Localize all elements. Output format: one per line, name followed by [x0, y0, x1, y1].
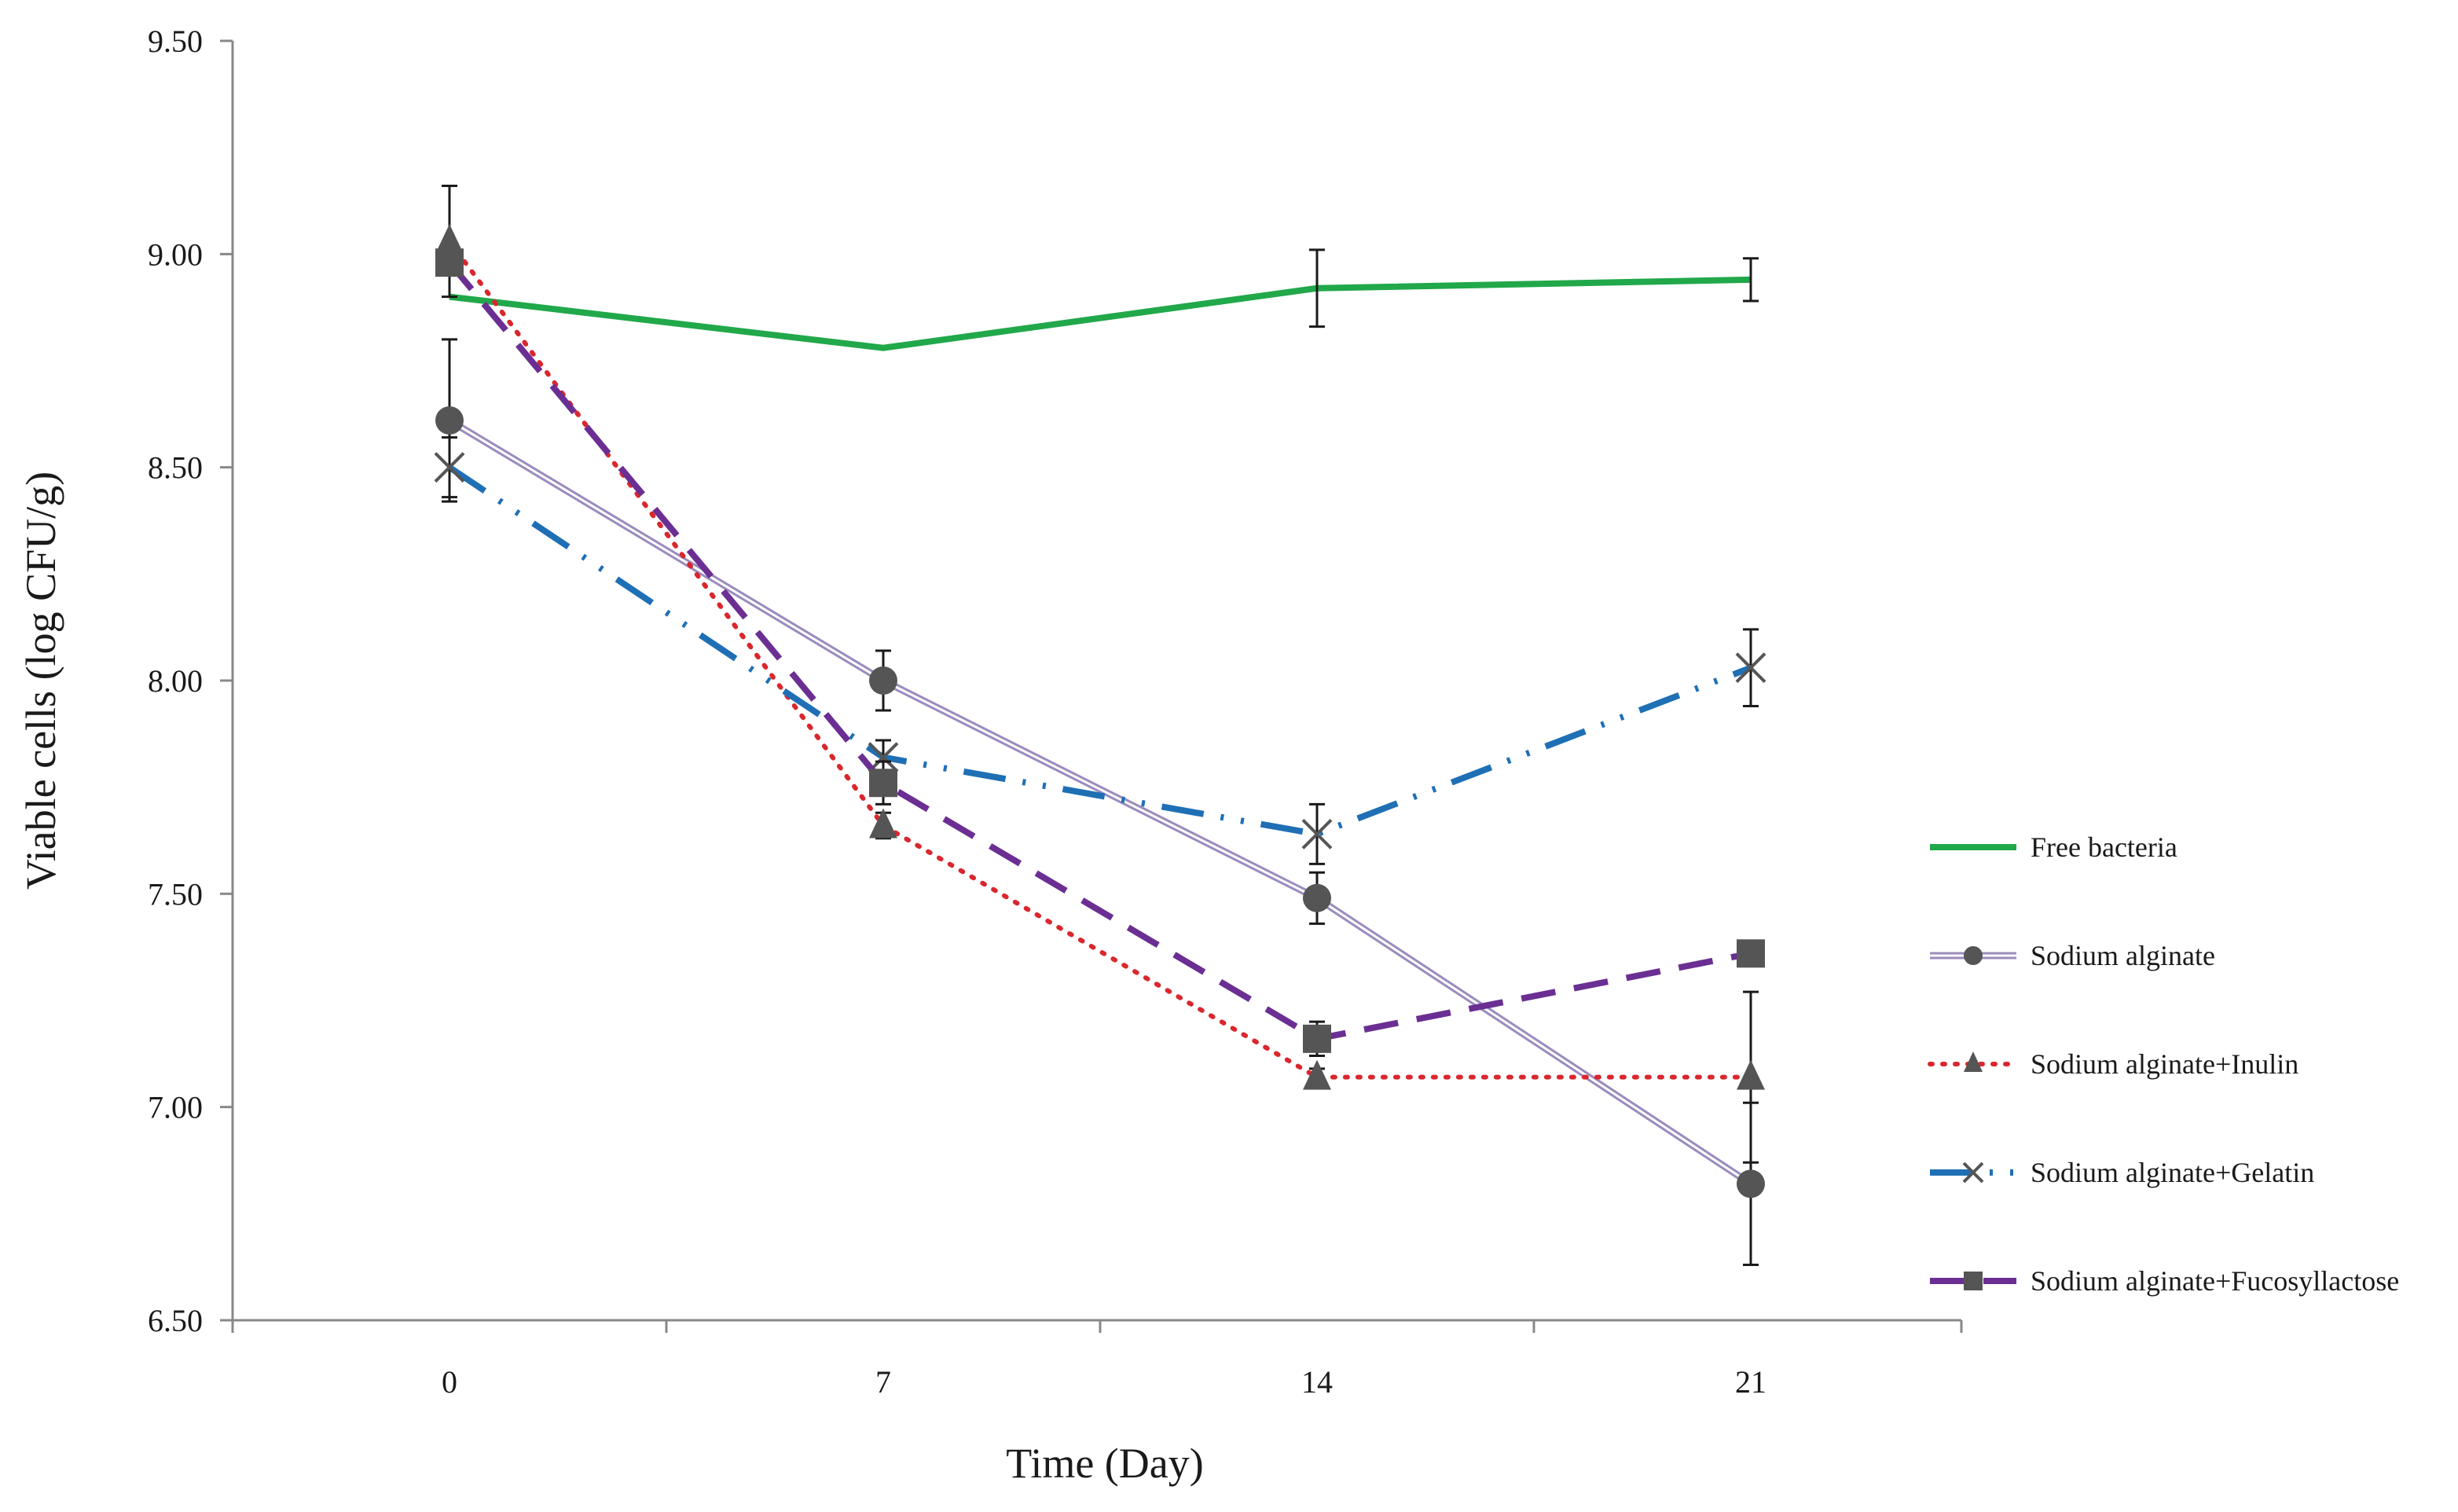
data-point-stroke	[1735, 652, 1766, 684]
legend-item: Sodium alginate	[1930, 940, 2215, 971]
y-tick-label: 8.50	[148, 450, 203, 486]
data-point	[1303, 1059, 1331, 1090]
series-line-inner	[449, 419, 1752, 1185]
series-line	[447, 239, 1753, 1080]
data-point	[434, 452, 465, 483]
legend: Free bacteria Sodium alginate Sodium algin…	[1928, 831, 2399, 1297]
data-point	[1301, 818, 1333, 850]
data-point	[869, 666, 897, 695]
legend-marker	[1964, 1272, 1983, 1290]
series-sodium-alginate	[435, 338, 1765, 1266]
legend-label: Sodium alginate	[2031, 940, 2215, 971]
y-axis-title: Viable cells (log CFU/g)	[17, 472, 64, 890]
x-tick-label: 14	[1301, 1364, 1333, 1400]
y-tick-label: 7.50	[148, 876, 203, 912]
y-tick-label: 7.00	[148, 1090, 203, 1125]
legend-item: Sodium alginate+Gelatin	[1930, 1157, 2314, 1188]
series-sodium-alginate-gelatin	[434, 436, 1766, 865]
legend-item: Sodium alginate+Inulin	[1928, 1048, 2298, 1080]
data-point	[435, 224, 464, 255]
legend-item: Sodium alginate+Fucosyllactose	[1930, 1265, 2399, 1297]
legend-label: Sodium alginate+Gelatin	[2031, 1157, 2314, 1188]
y-tick-label: 9.50	[148, 24, 203, 59]
legend-label: Free bacteria	[2031, 831, 2177, 863]
data-point	[1303, 1024, 1331, 1053]
data-point	[1735, 652, 1766, 684]
series-free-bacteria	[449, 248, 1759, 351]
x-axis-title: Time (Day)	[1006, 1440, 1204, 1487]
data-point	[869, 769, 897, 798]
series-line	[447, 417, 1753, 1187]
y-axis-ticks: 6.50 7.00 7.50 8.00 8.50 9.00 9.50	[148, 24, 233, 1338]
data-point	[1737, 1059, 1765, 1090]
series-line	[447, 464, 1752, 838]
series-line	[449, 276, 1752, 351]
data-point	[1737, 1169, 1765, 1198]
data-point	[1303, 883, 1331, 912]
data-point	[435, 406, 464, 435]
series-sodium-alginate-fucosyllactose	[435, 248, 1765, 1058]
legend-label: Sodium alginate+Inulin	[2031, 1048, 2298, 1080]
axes	[231, 41, 1961, 1322]
series-line	[446, 260, 1752, 1043]
legend-marker	[1964, 946, 1983, 965]
legend-marker	[1962, 1162, 1984, 1184]
y-tick-label: 9.00	[148, 237, 203, 272]
legend-marker-stroke	[1962, 1162, 1984, 1184]
y-tick-label: 8.00	[148, 663, 203, 699]
data-point	[435, 248, 464, 277]
data-point-stroke	[434, 452, 465, 483]
data-point	[869, 808, 897, 839]
x-tick-label: 0	[442, 1364, 457, 1400]
x-tick-label: 21	[1735, 1364, 1766, 1400]
legend-label: Sodium alginate+Fucosyllactose	[2031, 1265, 2399, 1297]
data-point	[1737, 939, 1765, 968]
data-point-stroke	[1301, 818, 1333, 850]
legend-marker	[1964, 1051, 1983, 1072]
series-group	[434, 185, 1766, 1266]
y-tick-label: 6.50	[148, 1303, 203, 1338]
x-tick-label: 7	[875, 1364, 891, 1400]
legend-item: Free bacteria	[1930, 831, 2177, 863]
series-sodium-alginate-inulin	[435, 185, 1765, 1164]
x-axis-ticks: 0 7 14 21	[231, 1320, 1963, 1400]
